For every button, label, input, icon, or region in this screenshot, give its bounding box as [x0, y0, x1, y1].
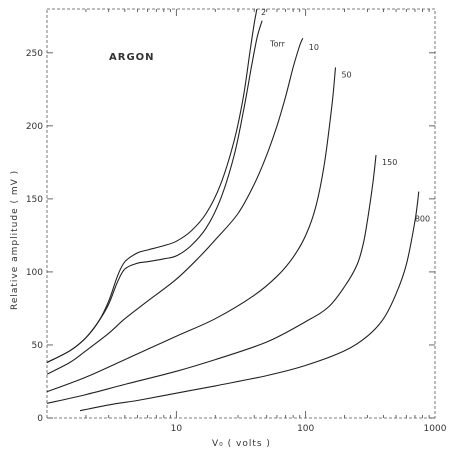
plot-frame [46, 8, 436, 419]
y-axis-title: Relative amplitude ( mV ) [10, 170, 20, 310]
y-tick-label: 100 [26, 268, 43, 278]
y-tick-label: 50 [32, 341, 44, 351]
series-line-800 [79, 191, 420, 412]
curve-label: 10 [309, 43, 319, 52]
series-line-50 [46, 67, 337, 393]
x-tick-label: 10 [171, 424, 183, 434]
x-axis-title: V₀ ( volts ) [212, 439, 271, 449]
series-line-150 [46, 155, 377, 404]
series-line-unlabeled [46, 20, 263, 363]
chart-title: ARGON [109, 52, 155, 63]
y-tick-label: 150 [26, 195, 43, 205]
curve-label: 2 [261, 8, 266, 17]
curve-label: 150 [382, 158, 397, 167]
curves [46, 8, 420, 412]
curve-label: Torr [269, 40, 286, 49]
x-axis: 10 100 1000 [85, 9, 447, 434]
curve-labels: 2 Torr 10 50 150 800 [261, 8, 430, 224]
x-tick-label: 1000 [424, 424, 447, 434]
series-line-10 [46, 37, 304, 375]
y-tick-label: 200 [26, 122, 43, 132]
y-tick-label: 0 [37, 414, 43, 424]
y-axis: 0 50 100 150 200 250 [26, 49, 435, 424]
curve-label: 50 [341, 70, 351, 79]
curve-label: 800 [415, 215, 430, 224]
y-tick-label: 250 [26, 49, 43, 59]
x-tick-label: 100 [297, 424, 314, 434]
